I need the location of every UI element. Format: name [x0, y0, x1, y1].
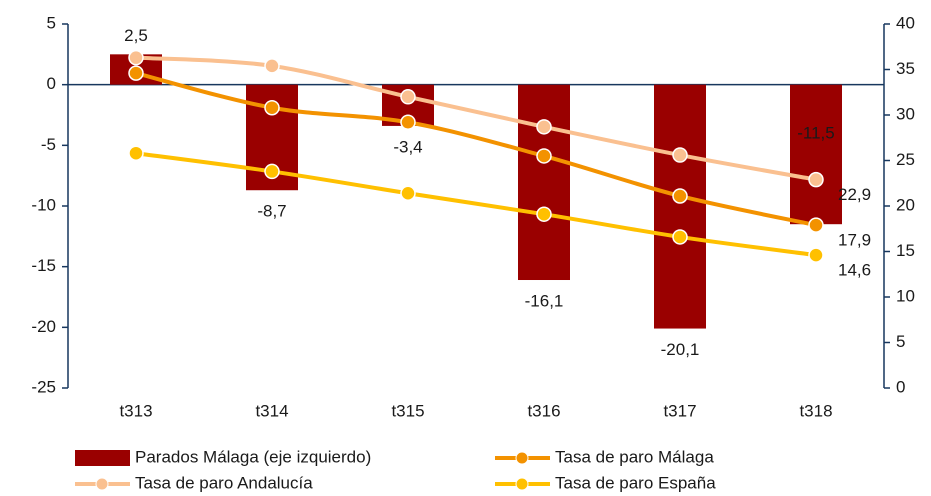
x-tick-label: t313: [119, 401, 152, 420]
data-label: 2,5: [124, 26, 148, 45]
legend-marker: [515, 477, 529, 491]
legend-marker: [515, 451, 529, 465]
bar: [790, 84, 842, 225]
y2-tick-label: 20: [896, 195, 915, 214]
data-label: -8,7: [257, 202, 286, 221]
data-label: -16,1: [525, 291, 564, 310]
marker: [672, 147, 688, 163]
y-tick-label: -10: [31, 195, 56, 214]
y2-tick-label: 10: [896, 286, 915, 305]
marker: [672, 188, 688, 204]
y2-tick-label: 40: [896, 13, 915, 32]
line: [135, 151, 817, 258]
marker: [536, 119, 552, 135]
bar: [654, 84, 706, 329]
y2-tick-label: 5: [896, 332, 905, 351]
data-label: 22,9: [838, 185, 871, 204]
bar: [518, 84, 570, 281]
y-tick-label: -15: [31, 256, 56, 275]
marker: [808, 217, 824, 233]
x-tick-label: t317: [663, 401, 696, 420]
legend-marker: [95, 477, 109, 491]
line: [135, 71, 817, 228]
marker: [536, 206, 552, 222]
y-tick-label: 5: [47, 13, 56, 32]
y-tick-label: 0: [47, 74, 56, 93]
marker: [128, 49, 144, 66]
y2-tick-label: 15: [896, 241, 915, 260]
data-label: -3,4: [393, 137, 422, 156]
legend-label: Tasa de paro Málaga: [555, 447, 714, 466]
y-tick-label: -25: [31, 377, 56, 396]
y2-tick-label: 25: [896, 150, 915, 169]
x-tick-label: t314: [255, 401, 288, 420]
legend-label: Tasa de paro España: [555, 473, 716, 492]
y-tick-label: -20: [31, 317, 56, 336]
marker: [264, 99, 280, 116]
marker: [128, 65, 144, 81]
x-tick-label: t316: [527, 401, 560, 420]
marker: [808, 171, 824, 188]
marker: [400, 89, 416, 105]
data-label: -20,1: [661, 340, 700, 359]
marker: [128, 145, 144, 161]
x-tick-label: t318: [799, 401, 832, 420]
data-label: 14,6: [838, 261, 871, 280]
legend-label: Tasa de paro Andalucía: [135, 473, 313, 492]
legend-label: Parados Málaga (eje izquierdo): [135, 447, 371, 466]
x-tick-label: t315: [391, 401, 424, 420]
marker: [808, 247, 824, 263]
y2-tick-label: 0: [896, 377, 905, 396]
marker: [536, 148, 552, 164]
line: [135, 55, 817, 182]
marker: [264, 163, 280, 180]
y2-tick-label: 30: [896, 104, 915, 123]
legend-swatch: [75, 450, 130, 466]
marker: [400, 114, 416, 131]
data-label: -11,5: [797, 124, 835, 143]
y-tick-label: -5: [41, 135, 56, 154]
marker: [672, 229, 688, 245]
marker: [400, 185, 416, 202]
data-label: 17,9: [838, 231, 871, 250]
marker: [264, 58, 280, 74]
y2-tick-label: 35: [896, 59, 915, 78]
